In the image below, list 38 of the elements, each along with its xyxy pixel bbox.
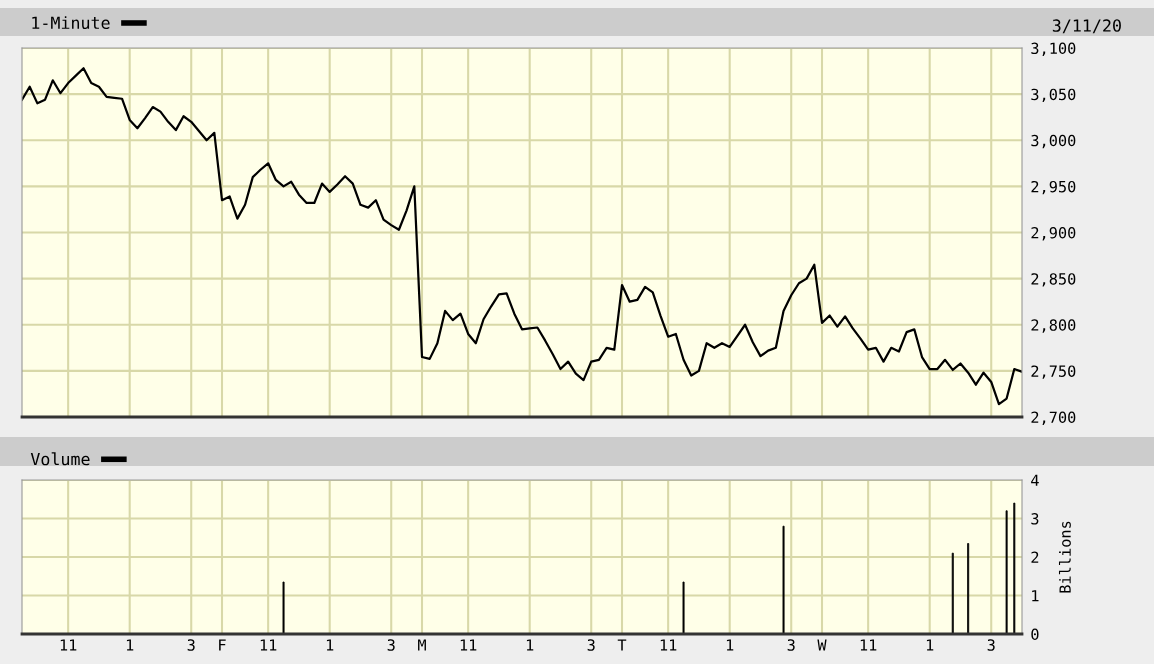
y-tick-label: 3,050 [1031, 88, 1076, 103]
x-tick-label: 3 [987, 639, 995, 651]
y-tick-label: 2,850 [1031, 273, 1076, 287]
y-tick-label: 3,000 [1031, 134, 1076, 149]
x-tick-label: 3 [587, 639, 595, 651]
y-tick-label: 2 [1031, 551, 1039, 563]
line-series [22, 67, 1022, 406]
y-tick-label: 2,700 [1031, 411, 1076, 425]
x-tick-label: 11 [460, 639, 477, 651]
x-tick-label: T [617, 639, 627, 651]
y-axis-title: Billions [1058, 521, 1071, 593]
x-tick-label: 11 [60, 639, 77, 651]
x-tick-label: 1 [726, 639, 734, 651]
x-tick-label: 11 [660, 639, 677, 651]
x-tick-label: 3 [187, 639, 195, 651]
y-tick-label: 1 [1032, 590, 1039, 602]
x-tick-label: F [219, 639, 226, 651]
y-tick-label: 2,800 [1031, 319, 1076, 333]
y-tick-label: 4 [1031, 474, 1039, 486]
x-tick-label: 11 [860, 639, 877, 651]
x-tick-label: 3 [787, 639, 795, 651]
x-tick-label: 1 [926, 639, 934, 651]
x-tick-label: 1 [126, 639, 134, 651]
text: 3/11/20 [1052, 19, 1121, 34]
x-tick-label: 1 [526, 639, 534, 651]
y-tick-label: 3,100 [1031, 42, 1076, 56]
x-tick-label: 3 [387, 639, 395, 651]
y-tick-label: 2,950 [1031, 180, 1076, 195]
y-tick-label: 2,750 [1031, 365, 1076, 379]
y-tick-label: 3 [1031, 513, 1039, 525]
x-tick-label: M [418, 639, 426, 651]
legend-label: 1-Minute [32, 16, 110, 30]
legend-label: Volume [30, 452, 90, 466]
x-tick-label: 11 [260, 639, 277, 651]
x-tick-label: W [817, 639, 827, 651]
y-tick-label: 0 [1031, 628, 1039, 641]
x-tick-label: 1 [326, 639, 334, 651]
y-tick-label: 2,900 [1031, 227, 1076, 241]
